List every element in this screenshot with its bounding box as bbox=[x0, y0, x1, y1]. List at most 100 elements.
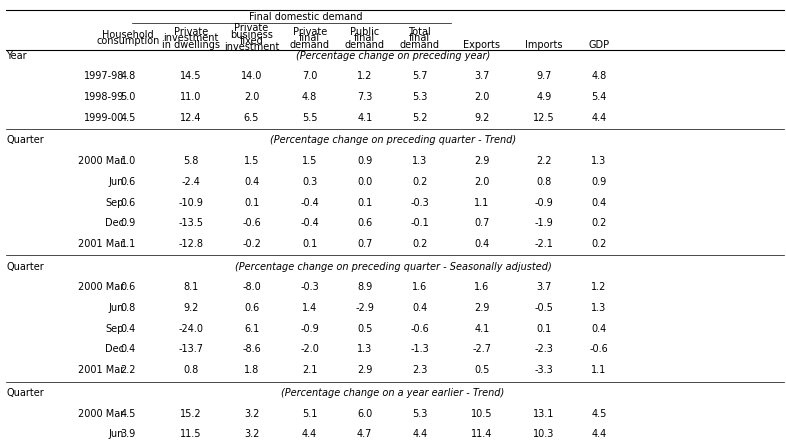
Text: -8.0: -8.0 bbox=[242, 283, 261, 292]
Text: 1.3: 1.3 bbox=[412, 156, 428, 166]
Text: final: final bbox=[354, 33, 375, 43]
Text: demand: demand bbox=[290, 40, 329, 49]
Text: 7.3: 7.3 bbox=[357, 92, 373, 102]
Text: 5.7: 5.7 bbox=[412, 71, 428, 81]
Text: Dec: Dec bbox=[105, 218, 124, 228]
Text: -2.3: -2.3 bbox=[534, 344, 553, 355]
Text: 2001 Mar: 2001 Mar bbox=[78, 365, 124, 375]
Text: demand: demand bbox=[400, 40, 439, 49]
Text: -13.7: -13.7 bbox=[178, 344, 204, 355]
Text: 1.8: 1.8 bbox=[244, 365, 259, 375]
Text: Private: Private bbox=[292, 27, 327, 37]
Text: final: final bbox=[410, 33, 430, 43]
Text: 0.5: 0.5 bbox=[474, 365, 490, 375]
Text: 12.4: 12.4 bbox=[180, 113, 202, 123]
Text: 0.2: 0.2 bbox=[591, 239, 607, 249]
Text: Quarter: Quarter bbox=[6, 388, 44, 398]
Text: 5.3: 5.3 bbox=[412, 409, 428, 419]
Text: Total: Total bbox=[409, 27, 431, 37]
Text: -0.9: -0.9 bbox=[300, 324, 319, 334]
Text: Jun: Jun bbox=[108, 429, 124, 439]
Text: 4.8: 4.8 bbox=[591, 71, 607, 81]
Text: 1.3: 1.3 bbox=[357, 344, 373, 355]
Text: investment: investment bbox=[163, 33, 219, 43]
Text: 11.5: 11.5 bbox=[180, 429, 202, 439]
Text: 2.9: 2.9 bbox=[357, 365, 373, 375]
Text: 5.3: 5.3 bbox=[412, 92, 428, 102]
Text: 4.8: 4.8 bbox=[302, 92, 318, 102]
Text: -2.7: -2.7 bbox=[472, 344, 491, 355]
Text: 2000 Mar: 2000 Mar bbox=[78, 283, 124, 292]
Text: 2.9: 2.9 bbox=[474, 156, 490, 166]
Text: 0.7: 0.7 bbox=[474, 218, 490, 228]
Text: 4.1: 4.1 bbox=[357, 113, 373, 123]
Text: 2.9: 2.9 bbox=[474, 303, 490, 313]
Text: 14.5: 14.5 bbox=[180, 71, 202, 81]
Text: (Percentage change on a year earlier - Trend): (Percentage change on a year earlier - T… bbox=[281, 388, 505, 398]
Text: Sep: Sep bbox=[106, 198, 124, 207]
Text: 0.0: 0.0 bbox=[357, 177, 373, 187]
Text: (Percentage change on preceding year): (Percentage change on preceding year) bbox=[296, 51, 490, 61]
Text: 1.6: 1.6 bbox=[412, 283, 428, 292]
Text: 2000 Mar: 2000 Mar bbox=[78, 156, 124, 166]
Text: 0.6: 0.6 bbox=[357, 218, 373, 228]
Text: 0.8: 0.8 bbox=[120, 303, 136, 313]
Text: 0.4: 0.4 bbox=[474, 239, 490, 249]
Text: 1.5: 1.5 bbox=[244, 156, 259, 166]
Text: Jun: Jun bbox=[108, 303, 124, 313]
Text: 0.1: 0.1 bbox=[302, 239, 318, 249]
Text: 3.2: 3.2 bbox=[244, 429, 259, 439]
Text: 4.5: 4.5 bbox=[120, 113, 136, 123]
Text: -2.9: -2.9 bbox=[355, 303, 374, 313]
Text: 2.2: 2.2 bbox=[120, 365, 136, 375]
Text: 3.2: 3.2 bbox=[244, 409, 259, 419]
Text: 11.0: 11.0 bbox=[180, 92, 202, 102]
Text: 6.0: 6.0 bbox=[357, 409, 373, 419]
Text: 13.1: 13.1 bbox=[533, 409, 555, 419]
Text: 5.8: 5.8 bbox=[183, 156, 199, 166]
Text: (Percentage change on preceding quarter - Trend): (Percentage change on preceding quarter … bbox=[270, 135, 516, 146]
Text: 0.8: 0.8 bbox=[183, 365, 199, 375]
Text: 0.1: 0.1 bbox=[244, 198, 259, 207]
Text: -0.6: -0.6 bbox=[410, 324, 429, 334]
Text: 3.7: 3.7 bbox=[536, 283, 552, 292]
Text: 0.4: 0.4 bbox=[120, 324, 136, 334]
Text: investment: investment bbox=[224, 42, 279, 52]
Text: 0.6: 0.6 bbox=[120, 283, 136, 292]
Text: Dec: Dec bbox=[105, 344, 124, 355]
Text: business: business bbox=[230, 30, 273, 40]
Text: 0.7: 0.7 bbox=[357, 239, 373, 249]
Text: 0.3: 0.3 bbox=[302, 177, 318, 187]
Text: 4.9: 4.9 bbox=[536, 92, 552, 102]
Text: 0.8: 0.8 bbox=[536, 177, 552, 187]
Text: 2000 Mar: 2000 Mar bbox=[78, 409, 124, 419]
Text: -0.4: -0.4 bbox=[300, 218, 319, 228]
Text: 9.2: 9.2 bbox=[474, 113, 490, 123]
Text: 15.2: 15.2 bbox=[180, 409, 202, 419]
Text: 5.0: 5.0 bbox=[120, 92, 136, 102]
Text: 10.3: 10.3 bbox=[533, 429, 555, 439]
Text: 7.0: 7.0 bbox=[302, 71, 318, 81]
Text: -0.4: -0.4 bbox=[300, 198, 319, 207]
Text: 6.5: 6.5 bbox=[244, 113, 259, 123]
Text: -0.3: -0.3 bbox=[300, 283, 319, 292]
Text: -0.5: -0.5 bbox=[534, 303, 553, 313]
Text: Year: Year bbox=[6, 51, 27, 61]
Text: 8.1: 8.1 bbox=[183, 283, 199, 292]
Text: 6.1: 6.1 bbox=[244, 324, 259, 334]
Text: 1.2: 1.2 bbox=[591, 283, 607, 292]
Text: 2001 Mar: 2001 Mar bbox=[78, 239, 124, 249]
Text: 0.2: 0.2 bbox=[591, 218, 607, 228]
Text: 4.8: 4.8 bbox=[120, 71, 136, 81]
Text: 0.4: 0.4 bbox=[120, 344, 136, 355]
Text: 4.5: 4.5 bbox=[591, 409, 607, 419]
Text: -1.9: -1.9 bbox=[534, 218, 553, 228]
Text: 0.6: 0.6 bbox=[120, 198, 136, 207]
Text: 4.4: 4.4 bbox=[302, 429, 318, 439]
Text: 9.7: 9.7 bbox=[536, 71, 552, 81]
Text: 12.5: 12.5 bbox=[533, 113, 555, 123]
Text: Household: Household bbox=[102, 30, 154, 40]
Text: in dwellings: in dwellings bbox=[162, 40, 220, 49]
Text: 4.4: 4.4 bbox=[591, 429, 607, 439]
Text: 0.2: 0.2 bbox=[412, 177, 428, 187]
